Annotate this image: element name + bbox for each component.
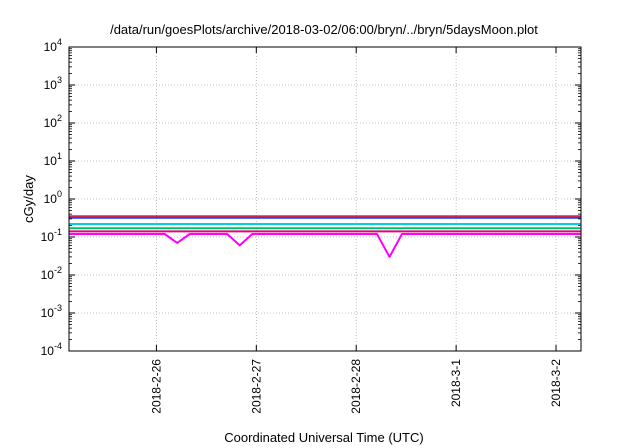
y-tick-label: 100 [44,189,62,206]
y-axis-label: cGy/day [21,175,36,223]
x-tick-label: 2018-3-2 [549,359,563,407]
x-tick-label: 2018-3-1 [449,359,463,407]
series-line [69,233,581,258]
chart-title: /data/run/goesPlots/archive/2018-03-02/0… [110,22,538,37]
x-axis: 2018-2-26 2018-2-27 2018-2-28 2018-3-1 2018-… [149,47,563,414]
y-tick-label: 102 [44,113,62,130]
y-tick-label: 10-1 [41,227,62,244]
series-group [69,215,581,258]
y-tick-label: 10-4 [41,341,62,358]
y-tick-label: 103 [44,75,62,92]
x-axis-label: Coordinated Universal Time (UTC) [224,430,423,445]
y-tick-label: 101 [44,151,62,168]
x-tick-label: 2018-2-28 [349,359,363,414]
x-tick-label: 2018-2-27 [249,359,263,414]
x-tick-label: 2018-2-26 [149,359,163,414]
grid [69,47,581,351]
y-tick-label: 10-2 [41,265,62,282]
y-tick-label: 104 [44,37,62,54]
y-axis: 10-4 10-3 10-2 10-1 100 101 102 103 104 [41,37,581,358]
y-tick-label: 10-3 [41,303,62,320]
